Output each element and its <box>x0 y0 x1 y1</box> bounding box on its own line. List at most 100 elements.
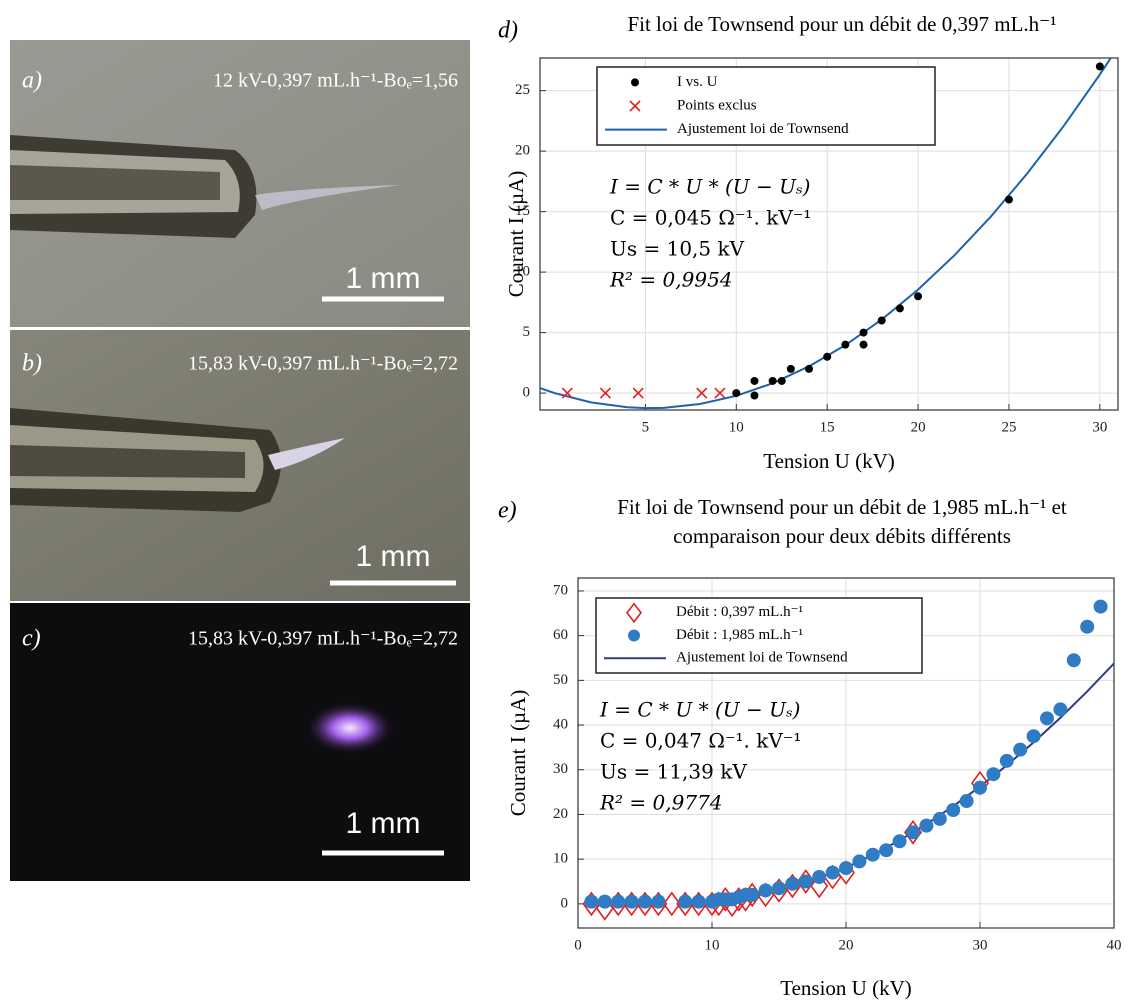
y-tick-label: 50 <box>553 672 568 688</box>
data-point <box>696 387 708 399</box>
data-point <box>914 292 923 301</box>
data-point <box>859 328 868 337</box>
data-point <box>946 802 961 817</box>
photo-c <box>10 603 470 881</box>
y-tick-label: 40 <box>553 717 568 733</box>
panel-label: b) <box>22 351 42 377</box>
fit-annotation: Us = 10,5 kV <box>610 237 745 261</box>
x-tick-label: 10 <box>705 937 720 953</box>
y-tick-label: 15 <box>515 203 530 219</box>
chart-title: comparaison pour deux débits différents <box>673 524 1011 548</box>
data-point <box>561 387 573 399</box>
fit-annotation: I = C * U * (U − Uₛ) <box>609 175 811 199</box>
y-tick-label: 70 <box>553 582 568 598</box>
fit-annotation: I = C * U * (U − Uₛ) <box>599 698 801 722</box>
data-point <box>691 894 706 909</box>
data-point <box>1080 619 1095 634</box>
data-point <box>1066 653 1081 668</box>
chart-title: Fit loi de Townsend pour un débit de 1,9… <box>617 495 1067 519</box>
x-tick-label: 20 <box>911 419 926 435</box>
fit-annotation: C = 0,045 Ω⁻¹. kV⁻¹ <box>610 206 811 230</box>
data-point <box>932 811 947 826</box>
data-point <box>584 894 599 909</box>
panel-label: a) <box>22 68 42 94</box>
data-point <box>812 870 827 885</box>
scale-label: 1 mm <box>346 262 421 295</box>
legend-label: Points exclus <box>677 97 757 113</box>
data-point <box>662 891 681 917</box>
photo-caption: 12 kV-0,397 mL.h⁻¹-Boₑ=1,56 <box>213 70 458 92</box>
x-tick-label: 5 <box>642 419 650 435</box>
scale-label: 1 mm <box>346 807 421 840</box>
photo-a <box>10 40 470 327</box>
data-point <box>768 376 777 385</box>
y-axis-label: Courant I (µA) <box>506 690 530 816</box>
x-axis-label: Tension U (kV) <box>763 449 895 473</box>
data-point <box>597 894 612 909</box>
plot-frame <box>539 57 1119 411</box>
y-tick-label: 5 <box>523 324 531 340</box>
data-point <box>785 876 800 891</box>
data-point <box>632 387 644 399</box>
legend-symbol <box>628 629 640 642</box>
legend-label: Débit : 1,985 mL.h⁻¹ <box>676 627 803 643</box>
x-tick-label: 30 <box>1092 419 1107 435</box>
data-point <box>750 376 759 385</box>
data-point <box>892 834 907 849</box>
y-tick-label: 20 <box>553 806 568 822</box>
data-point <box>805 364 814 373</box>
photo-caption: 15,83 kV-0,397 mL.h⁻¹-Boₑ=2,72 <box>188 628 458 650</box>
legend-label: Ajustement loi de Townsend <box>676 650 848 666</box>
data-point <box>1040 711 1054 726</box>
legend-box <box>595 597 923 674</box>
data-point <box>678 894 693 909</box>
x-tick-label: 0 <box>574 937 582 953</box>
legend-box <box>596 66 936 146</box>
data-point <box>714 387 726 399</box>
data-point <box>777 376 786 385</box>
x-tick-label: 15 <box>820 419 835 435</box>
data-point <box>810 873 829 899</box>
y-tick-label: 10 <box>553 851 568 867</box>
y-tick-label: 25 <box>515 82 530 98</box>
y-tick-label: 10 <box>515 264 530 280</box>
fit-annotation: Us = 11,39 kV <box>600 760 747 784</box>
data-point <box>877 316 886 325</box>
x-tick-label: 25 <box>1001 419 1016 435</box>
photo-b <box>10 330 470 601</box>
data-point <box>651 894 666 909</box>
data-point <box>758 883 773 898</box>
legend-symbol <box>629 100 641 112</box>
legend-label: Ajustement loi de Townsend <box>677 121 849 137</box>
panel-label: e) <box>498 498 517 524</box>
fit-annotation: C = 0,047 Ω⁻¹. kV⁻¹ <box>600 729 801 753</box>
data-point <box>611 894 626 909</box>
panel-label: c) <box>22 626 41 652</box>
legend-label: I vs. U <box>677 74 718 90</box>
legend-symbol <box>631 78 639 87</box>
x-tick-label: 40 <box>1107 937 1122 953</box>
data-point <box>986 767 1001 782</box>
x-tick-label: 20 <box>839 937 854 953</box>
data-point <box>1004 195 1013 204</box>
y-tick-label: 20 <box>515 143 530 159</box>
data-point <box>895 304 904 313</box>
chart-title: Fit loi de Townsend pour un débit de 0,3… <box>627 12 1056 36</box>
data-point <box>624 894 639 909</box>
y-tick-label: 30 <box>553 761 568 777</box>
data-point <box>973 780 987 795</box>
x-tick-label: 10 <box>729 419 744 435</box>
data-point <box>772 881 786 896</box>
legend-symbol <box>625 602 643 624</box>
data-point <box>798 874 813 889</box>
photo-caption: 15,83 kV-0,397 mL.h⁻¹-Boₑ=2,72 <box>188 353 458 375</box>
data-point <box>825 865 840 880</box>
data-point <box>745 887 760 902</box>
data-point <box>852 854 867 869</box>
data-point <box>1093 599 1108 614</box>
data-point <box>959 794 974 809</box>
panel-label: d) <box>498 18 518 44</box>
data-point <box>841 340 850 349</box>
data-point <box>865 847 880 862</box>
